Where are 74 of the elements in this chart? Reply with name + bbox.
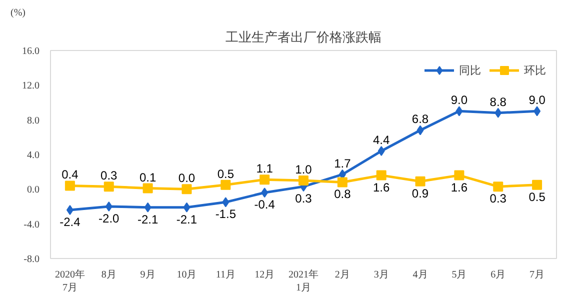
x-tick-label: 2020年 7月: [54, 268, 85, 294]
point: [416, 125, 424, 136]
point: [532, 180, 542, 190]
data-label: 9.0: [528, 93, 546, 108]
legend-label: 环比: [524, 62, 546, 78]
point: [260, 174, 270, 185]
x-tick-label: 8月: [101, 270, 116, 280]
data-label: 0.3: [490, 192, 507, 206]
point: [220, 180, 231, 190]
point: [104, 182, 114, 192]
point: [64, 180, 75, 191]
point: [182, 184, 192, 194]
data-label: 1.6: [373, 180, 390, 194]
chart-title: 工业生产者出厂价格涨跌幅: [226, 30, 382, 46]
x-tick-label: 10月: [176, 270, 197, 280]
data-label: -2.1: [176, 212, 198, 226]
point: [261, 188, 268, 198]
point: [105, 202, 112, 212]
data-label: 6.8: [412, 112, 429, 126]
data-label: -2.4: [60, 214, 81, 229]
point: [222, 197, 230, 208]
x-tick-label: 5月: [452, 270, 467, 280]
point: [378, 146, 385, 156]
data-label: -2.0: [98, 212, 120, 226]
data-label: 1.7: [334, 156, 352, 170]
x-tick-label: 4月: [412, 270, 428, 280]
x-tick-label: 9月: [140, 270, 156, 280]
data-label: 0.1: [139, 170, 156, 184]
data-label: 0.4: [62, 168, 79, 182]
point: [534, 106, 541, 116]
point: [456, 106, 463, 116]
y-axis-title: (%): [10, 8, 26, 18]
point: [183, 202, 190, 212]
data-label: 0.9: [412, 186, 429, 200]
x-tick-label: 2021年 1月: [288, 268, 318, 294]
point: [493, 182, 504, 192]
y-tick-label: 0.0: [27, 184, 40, 196]
data-label: 4.4: [373, 133, 390, 148]
data-label: 0.3: [100, 168, 118, 183]
point: [298, 176, 308, 186]
data-label: 8.8: [490, 94, 507, 109]
point: [66, 204, 74, 215]
data-label: 1.0: [295, 162, 312, 176]
x-tick-label: 6月: [490, 270, 506, 280]
data-label: -2.1: [137, 212, 158, 226]
legend-label: 同比: [459, 62, 481, 78]
y-tick-label: -8.0: [24, 254, 40, 265]
point: [337, 177, 348, 188]
y-tick-label: 4.0: [27, 150, 40, 161]
y-tick-label: -4.0: [24, 219, 40, 230]
data-label: -0.4: [254, 198, 276, 212]
point: [494, 108, 502, 118]
data-label: 0.5: [528, 190, 546, 204]
x-tick-label: 11月: [216, 270, 236, 280]
y-tick-label: 16.0: [22, 46, 40, 57]
point: [142, 183, 153, 194]
x-tick-label: 12月: [254, 270, 275, 280]
point: [454, 170, 464, 180]
x-tick-label: 7月: [530, 270, 545, 280]
y-tick-label: 8.0: [27, 115, 40, 126]
point: [376, 170, 386, 180]
data-label: 0.3: [295, 192, 312, 206]
data-label: 0.8: [334, 187, 352, 202]
x-tick-label: 3月: [374, 270, 389, 280]
data-label: 1.1: [256, 162, 274, 176]
data-label: 0.5: [217, 166, 234, 181]
point: [144, 202, 152, 212]
data-label: 9.0: [450, 93, 468, 108]
data-label: 0.0: [178, 171, 196, 186]
point: [415, 176, 426, 186]
y-tick-label: 12.0: [22, 80, 40, 92]
data-label: 1.6: [450, 180, 468, 194]
data-label: -1.5: [215, 207, 236, 222]
x-tick-label: 2月: [334, 270, 350, 280]
